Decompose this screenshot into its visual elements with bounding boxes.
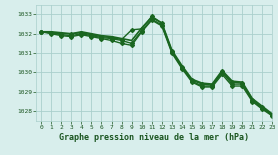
X-axis label: Graphe pression niveau de la mer (hPa): Graphe pression niveau de la mer (hPa) [59, 133, 249, 142]
